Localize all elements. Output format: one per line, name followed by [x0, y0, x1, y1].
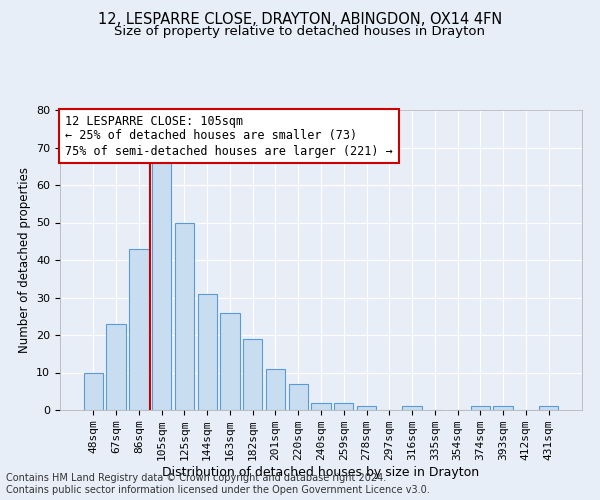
Bar	[289, 384, 308, 410]
Bar	[539, 406, 558, 410]
Bar	[175, 222, 194, 410]
Bar	[334, 402, 353, 410]
Text: 12 LESPARRE CLOSE: 105sqm
← 25% of detached houses are smaller (73)
75% of semi-: 12 LESPARRE CLOSE: 105sqm ← 25% of detac…	[65, 114, 393, 158]
Bar	[403, 406, 422, 410]
Bar	[84, 372, 103, 410]
Bar	[152, 162, 172, 410]
Bar	[493, 406, 513, 410]
X-axis label: Distribution of detached houses by size in Drayton: Distribution of detached houses by size …	[163, 466, 479, 479]
Bar	[129, 248, 149, 410]
Text: 12, LESPARRE CLOSE, DRAYTON, ABINGDON, OX14 4FN: 12, LESPARRE CLOSE, DRAYTON, ABINGDON, O…	[98, 12, 502, 28]
Text: Size of property relative to detached houses in Drayton: Size of property relative to detached ho…	[115, 25, 485, 38]
Bar	[220, 312, 239, 410]
Bar	[106, 324, 126, 410]
Y-axis label: Number of detached properties: Number of detached properties	[17, 167, 31, 353]
Bar	[470, 406, 490, 410]
Bar	[243, 339, 262, 410]
Text: Contains HM Land Registry data © Crown copyright and database right 2024.
Contai: Contains HM Land Registry data © Crown c…	[6, 474, 430, 495]
Bar	[266, 369, 285, 410]
Bar	[357, 406, 376, 410]
Bar	[311, 402, 331, 410]
Bar	[197, 294, 217, 410]
